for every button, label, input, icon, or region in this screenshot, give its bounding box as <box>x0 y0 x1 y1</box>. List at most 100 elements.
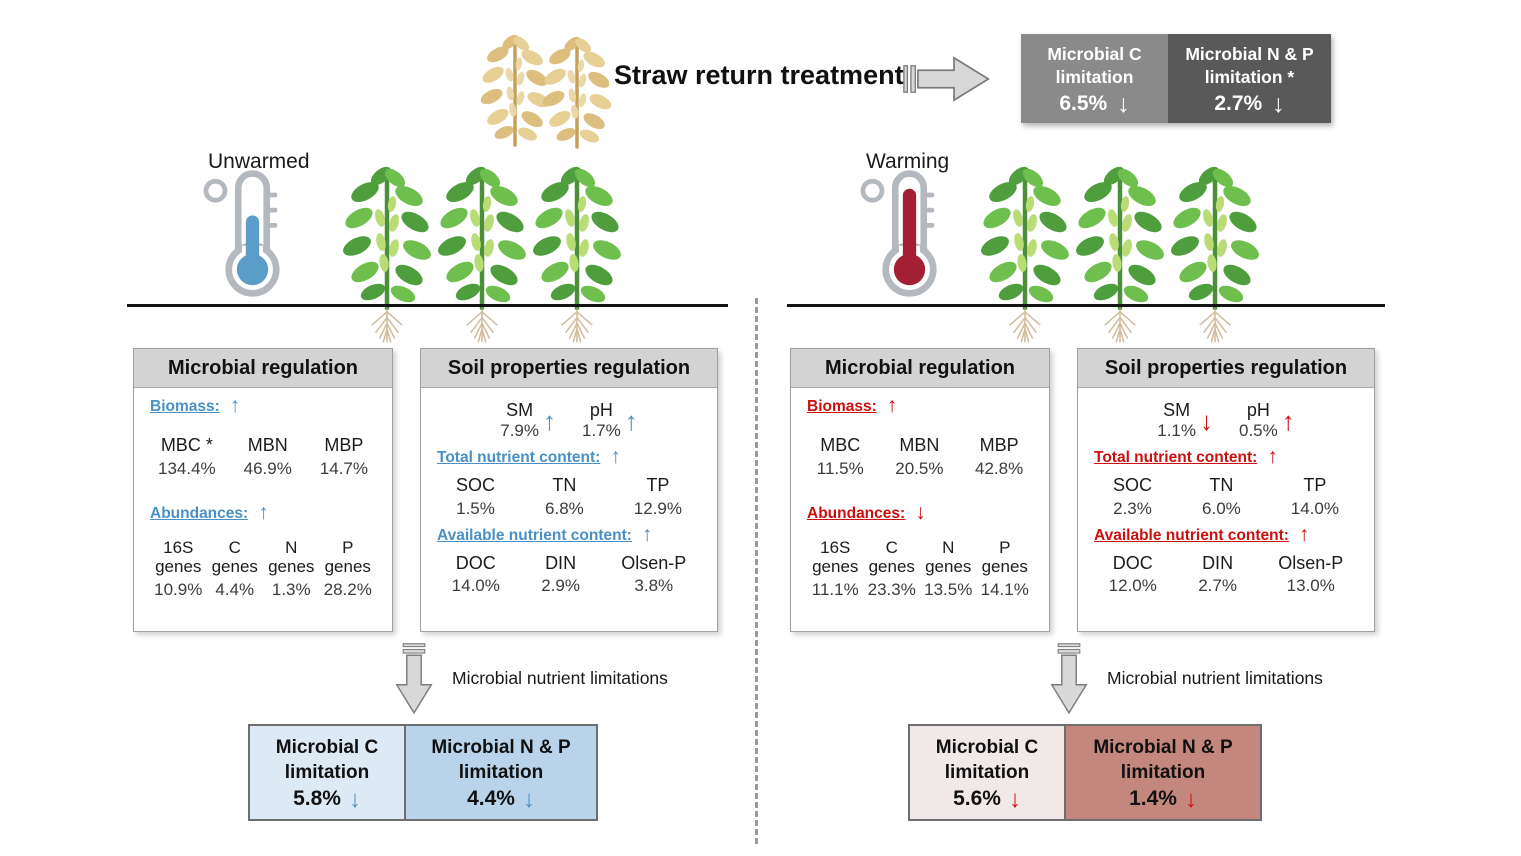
stat-name: MBN <box>247 435 288 455</box>
thermometer-hot-icon <box>860 170 937 297</box>
result-box-title-line1: Microbial C <box>1047 44 1142 64</box>
stat-name: MBP <box>979 435 1019 455</box>
stat-name: C genes <box>211 537 258 577</box>
result-box-value-row: 5.8% ↓ <box>250 786 404 814</box>
stat-value: 0.5% <box>1239 421 1278 440</box>
stat-name: N genes <box>268 537 315 577</box>
panel-body: Biomass: ↑ MBC 11.5% MBN 20.5% MBP 42.8%… <box>791 388 1049 600</box>
roots-illustration <box>547 308 607 350</box>
stat-name: SOC <box>456 475 496 495</box>
flow-label-right: Microbial nutrient limitations <box>1107 668 1323 688</box>
stat-item: Olsen-P 3.8% <box>621 553 686 597</box>
result-box-microbial-c: Microbial C limitation 5.8% ↓ <box>248 724 406 821</box>
result-box-microbial-c: Microbial C limitation 5.6% ↓ <box>908 724 1066 821</box>
stat-item: P genes 14.1% <box>977 538 1034 600</box>
stat-item: TP 14.0% <box>1291 475 1339 519</box>
roots-illustration <box>357 308 417 350</box>
microbial-regulation-panel-right: Microbial regulation Biomass: ↑ MBC 11.5… <box>790 348 1050 632</box>
up-arrow-icon: ↑ <box>229 394 241 417</box>
limitation-boxes-left: Microbial C limitation 5.8% ↓ Microbial N… <box>248 724 598 821</box>
stat-item: DIN 2.9% <box>541 553 580 597</box>
stat-name: TP <box>1303 475 1327 495</box>
result-box-value-row: 6.5% ↓ <box>1021 90 1168 119</box>
stat-name: MBC * <box>160 435 213 455</box>
stat-item: MBC 11.5% <box>817 435 864 479</box>
stat-name: Olsen-P <box>1278 552 1344 573</box>
up-arrow-icon: ↑ <box>543 405 556 436</box>
result-box-title-line2: limitation <box>284 761 370 783</box>
stat-value: 2.3% <box>1113 498 1152 518</box>
roots-illustration <box>1090 308 1150 350</box>
stat-name: MBP <box>324 435 364 455</box>
stat-value: 4.4% <box>215 579 255 599</box>
stat-item: SOC 1.5% <box>456 475 495 519</box>
stat-name: 16S genes <box>812 537 859 577</box>
soybean-plant-illustration <box>518 160 636 310</box>
stat-item: MBC * 134.4% <box>158 435 216 479</box>
stat-item: DOC 12.0% <box>1109 553 1157 597</box>
result-box-title-line1: Microbial C <box>275 737 379 758</box>
ground-line <box>787 304 1385 307</box>
result-box-value-row: 4.4% ↓ <box>406 786 596 814</box>
condition-label-warming: Warming <box>866 150 950 173</box>
down-arrow-icon: ↓ <box>915 500 926 524</box>
stat-item: Olsen-P 13.0% <box>1278 553 1343 597</box>
stat-item: DIN 2.7% <box>1198 553 1237 597</box>
result-box-microbial-np: Microbial N & P limitation 4.4% ↓ <box>404 724 598 821</box>
stat-name: 16S genes <box>155 537 202 577</box>
panel-title: Soil properties regulation <box>1078 349 1374 388</box>
stat-value: 1.1% <box>1157 421 1196 440</box>
up-arrow-icon: ↑ <box>610 445 621 468</box>
stat-item: MBP 14.7% <box>320 435 368 479</box>
stat-item: C genes 23.3% <box>864 538 921 600</box>
panel-title: Microbial regulation <box>791 349 1049 388</box>
result-box-title-line1: Microbial N & P <box>1093 737 1233 758</box>
thermometer-cold-icon <box>203 170 280 297</box>
up-arrow-icon: ↑ <box>258 500 269 524</box>
stat-value: 2.9% <box>541 576 580 596</box>
stat-value: 14.7% <box>319 458 368 478</box>
stat-name: DOC <box>455 552 496 573</box>
stat-value: 23.3% <box>867 579 916 599</box>
abundances-items: 16S genes 10.9% C genes 4.4% N genes 1.3… <box>144 538 382 600</box>
stat-value: 11.5% <box>816 458 864 478</box>
result-box-title-line1: Microbial N & P <box>431 737 571 758</box>
down-block-arrow-icon <box>1041 643 1097 715</box>
stat-item: P genes 28.2% <box>320 538 377 600</box>
panel-title: Microbial regulation <box>134 349 392 388</box>
down-arrow-icon: ↓ <box>348 786 361 814</box>
ph-stat: pH 0.5% ↑ <box>1239 400 1295 441</box>
stat-value: 11.1% <box>811 579 859 599</box>
stat-name: DOC <box>1112 552 1153 573</box>
biomass-label: Biomass: <box>807 398 877 415</box>
stat-value: 12.0% <box>1108 576 1157 596</box>
total-nutrient-label: Total nutrient content: <box>437 449 601 466</box>
total-nutrient-items: SOC 2.3% TN 6.0% TP 14.0% <box>1088 475 1364 519</box>
condition-label-unwarmed: Unwarmed <box>208 150 310 173</box>
stat-value: 1.3% <box>271 579 311 599</box>
result-box-value: 5.8% <box>293 787 341 811</box>
up-arrow-icon: ↑ <box>624 405 638 436</box>
result-box-microbial-np: Microbial N & P limitation * 2.7% ↓ <box>1168 34 1331 123</box>
stat-item: N genes 1.3% <box>263 538 320 600</box>
stat-value: 6.0% <box>1202 498 1241 518</box>
biomass-section: Biomass: ↑ <box>150 394 382 419</box>
available-nutrient-items: DOC 14.0% DIN 2.9% Olsen-P 3.8% <box>431 553 707 597</box>
stat-item: MBN 46.9% <box>244 435 292 479</box>
stat-item: 16S genes 10.9% <box>150 538 207 600</box>
stat-name: TP <box>646 475 670 495</box>
stat-value: 46.9% <box>243 458 292 478</box>
stat-value: 14.0% <box>1290 498 1339 518</box>
stat-value: 13.5% <box>924 579 973 599</box>
down-arrow-icon: ↓ <box>1272 89 1285 118</box>
panel-title: Soil properties regulation <box>421 349 717 388</box>
stat-value: 14.1% <box>980 579 1029 599</box>
total-nutrient-items: SOC 1.5% TN 6.8% TP 12.9% <box>431 475 707 519</box>
result-box-value: 4.4% <box>467 787 515 811</box>
result-box-title-line2: limitation <box>458 761 544 783</box>
stat-value: 1.7% <box>582 421 621 440</box>
panel-body: Biomass: ↑ MBC * 134.4% MBN 46.9% MBP 14… <box>134 388 392 600</box>
available-nutrient-label: Available nutrient content: <box>1094 526 1289 544</box>
stat-item: C genes 4.4% <box>207 538 264 600</box>
